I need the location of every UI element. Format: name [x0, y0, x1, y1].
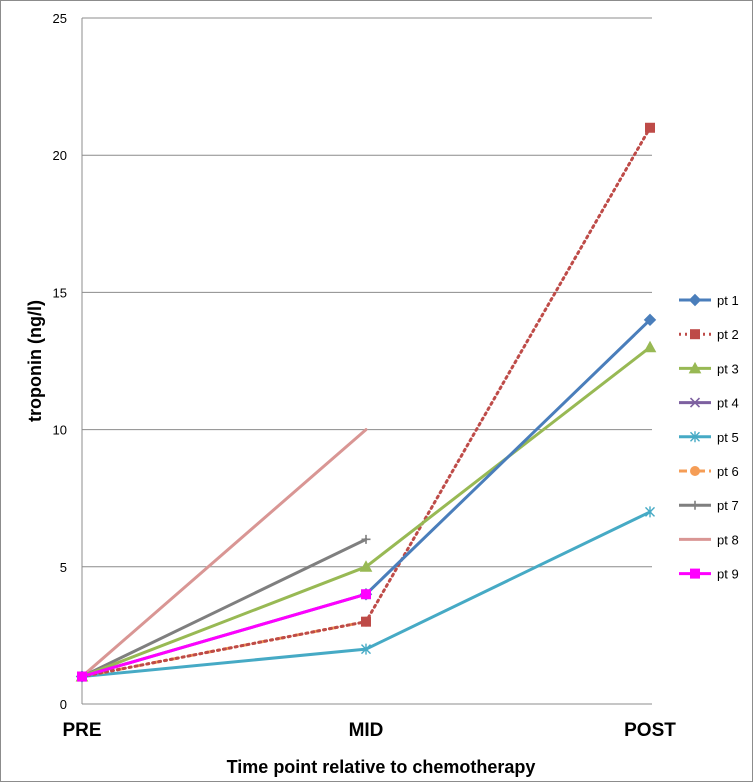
- y-tick-label: 0: [60, 697, 67, 712]
- data-point-pt7: [361, 534, 371, 544]
- x-axis-title: Time point relative to chemotherapy: [227, 757, 536, 777]
- series-line-pt8: [80, 428, 368, 679]
- series-line-pt9: [80, 592, 368, 679]
- series-line-pt3: [80, 345, 652, 679]
- legend-marker-pt4: [689, 397, 701, 408]
- series-markers: [75, 122, 657, 683]
- data-point-pt9: [361, 589, 371, 600]
- legend-marker-pt7: [690, 500, 700, 510]
- legend-marker-pt2: [690, 329, 700, 340]
- legend-label: pt 4: [717, 396, 739, 411]
- legend-marker-pt3: [688, 361, 702, 374]
- y-tick-label: 10: [53, 423, 67, 438]
- legend-marker-pt1: [688, 293, 702, 307]
- y-tick-label: 20: [53, 148, 67, 163]
- legend-label: pt 2: [717, 327, 739, 342]
- legend: pt 1 pt 2 pt 3 pt 4 pt 5 pt 6 pt 7 pt 8 pt 9: [679, 293, 739, 582]
- data-point-pt5: [361, 643, 371, 655]
- x-tick-labels: PRE MID POST: [62, 720, 676, 741]
- axes: [81, 18, 652, 705]
- y-tick-label: 25: [53, 11, 67, 26]
- data-point-pt3: [643, 340, 657, 353]
- data-point-pt5: [645, 506, 655, 518]
- legend-label: pt 1: [717, 293, 739, 308]
- x-tick-label: POST: [624, 720, 676, 741]
- legend-label: pt 6: [717, 464, 739, 479]
- data-point-pt2: [361, 616, 371, 627]
- series-line-pt7: [80, 537, 368, 679]
- data-point-pt2: [645, 122, 655, 133]
- data-point-pt3: [359, 560, 373, 572]
- legend-label: pt 5: [717, 430, 739, 445]
- legend-label: pt 9: [717, 567, 739, 582]
- data-point-pt9: [77, 671, 87, 682]
- legend-marker-pt5: [690, 431, 700, 443]
- data-point-pt1: [643, 313, 657, 327]
- y-axis-title: troponin (ng/l): [25, 300, 45, 422]
- y-tick-label: 15: [53, 285, 67, 300]
- gridlines: [82, 17, 652, 568]
- legend-label: pt 3: [717, 361, 739, 376]
- y-tick-labels: 0 5 10 15 20 25: [53, 11, 67, 712]
- legend-label: pt 8: [717, 532, 739, 547]
- legend-marker-pt9: [690, 568, 700, 579]
- x-tick-label: PRE: [62, 720, 101, 741]
- legend-label: pt 7: [717, 498, 739, 513]
- x-tick-label: MID: [349, 720, 384, 741]
- legend-marker-pt6: [690, 466, 700, 476]
- y-tick-label: 5: [60, 560, 67, 575]
